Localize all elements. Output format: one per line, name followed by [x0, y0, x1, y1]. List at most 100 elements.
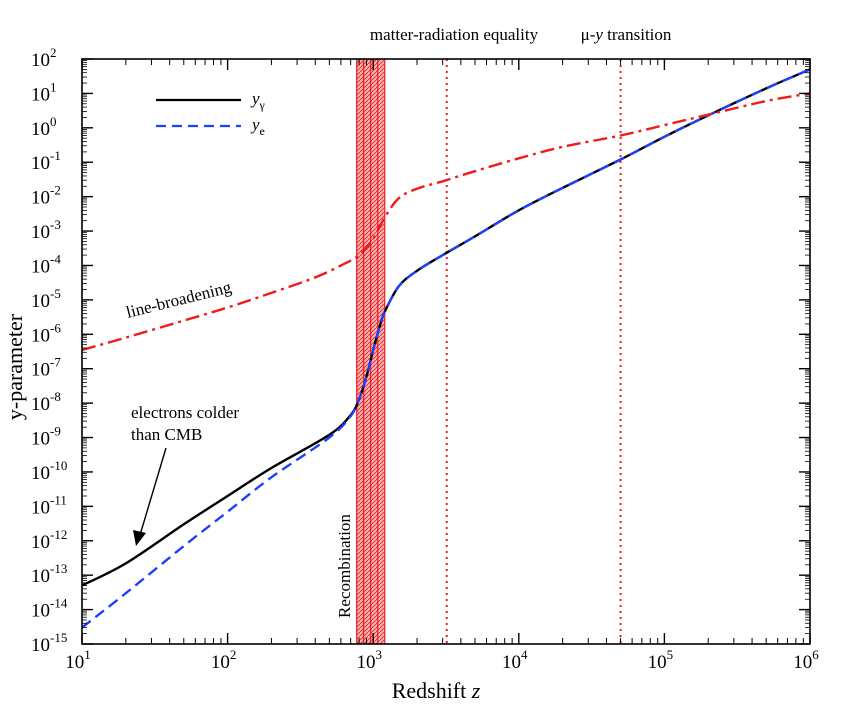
y-tick-base: 10 — [31, 601, 50, 622]
y-tick-exp: -2 — [50, 183, 61, 198]
y-tick-base: 10 — [31, 222, 50, 243]
y-tick-base: 10 — [31, 532, 50, 553]
x-tick-base: 10 — [211, 652, 230, 673]
x-tick-label: 103 — [356, 647, 382, 673]
y-tick-base: 10 — [31, 497, 50, 518]
y-tick-base: 10 — [31, 153, 50, 174]
y-tick-label: 10-9 — [31, 424, 61, 450]
series-line-y_gamma — [81, 68, 811, 587]
x-tick-label: 106 — [793, 647, 819, 673]
plot-frame — [81, 58, 811, 645]
y-tick-label: 10-11 — [31, 492, 67, 518]
y-tick-base: 10 — [31, 291, 50, 312]
y-tick-exp: -15 — [50, 630, 67, 645]
y-tick-label: 100 — [31, 114, 57, 140]
y-tick-exp: -6 — [50, 320, 61, 335]
y-tick-base: 10 — [31, 635, 50, 656]
x-tick-label: 105 — [648, 647, 674, 673]
matter-radiation-equality-label: matter-radiation equality — [370, 25, 539, 44]
y-tick-label: 10-10 — [31, 458, 67, 484]
y-tick-exp: -14 — [50, 596, 68, 611]
y-tick-label: 101 — [31, 79, 57, 105]
y-tick-label: 10-14 — [31, 596, 68, 622]
y-tick-base: 10 — [31, 394, 50, 415]
x-tick-label: 102 — [211, 647, 237, 673]
y-tick-base: 10 — [31, 50, 50, 71]
y-tick-exp: -13 — [50, 561, 67, 576]
vertical-markers-layer — [445, 59, 622, 644]
x-tick-exp: 6 — [812, 647, 819, 662]
series-line-line-broadening — [81, 92, 811, 352]
y-tick-exp: -10 — [50, 458, 67, 473]
y-tick-base: 10 — [31, 325, 50, 346]
ticks-layer: 101 102 103 104 105 10610-1510-1410-1310-1210… — [31, 45, 819, 673]
recombination-band-layer — [356, 59, 386, 644]
y-tick-exp: -5 — [50, 286, 61, 301]
x-tick-label: 101 — [65, 647, 91, 673]
y-tick-label: 10-12 — [31, 527, 67, 553]
y-tick-base: 10 — [31, 256, 50, 277]
y-tick-label: 10-3 — [31, 217, 61, 243]
legend-y-gamma-sub: γ — [259, 98, 266, 112]
y-tick-label: 10-13 — [31, 561, 67, 587]
y-axis-title: y-parameter — [2, 313, 27, 420]
x-tick-exp: 4 — [521, 647, 528, 662]
y-tick-base: 10 — [31, 429, 50, 450]
y-tick-label: 10-2 — [31, 183, 61, 209]
y-tick-exp: 1 — [50, 79, 57, 94]
y-tick-exp: -4 — [50, 251, 61, 266]
x-axis-title-text: Redshift — [392, 678, 467, 703]
legend-y-gamma-var: y — [250, 89, 260, 108]
y-tick-base: 10 — [31, 566, 50, 587]
x-tick-base: 10 — [793, 652, 812, 673]
x-tick-label: 104 — [502, 647, 528, 673]
x-tick-base: 10 — [65, 652, 84, 673]
y-tick-label: 10-1 — [31, 148, 61, 174]
axes-frame-layer — [81, 58, 811, 645]
mu-y-transition-prefix: μ- — [581, 25, 596, 44]
x-tick-exp: 3 — [375, 647, 382, 662]
series-line-y_e — [81, 68, 811, 629]
y-tick-exp: 0 — [50, 114, 57, 129]
legend: yγ ye — [156, 89, 266, 138]
y-tick-exp: 2 — [50, 45, 57, 60]
y-tick-exp: -7 — [50, 355, 61, 370]
line-broadening-label: line-broadening — [124, 277, 234, 322]
y-tick-label: 10-15 — [31, 630, 67, 656]
legend-label-y-gamma: yγ — [250, 89, 266, 112]
y-tick-base: 10 — [31, 188, 50, 209]
mu-y-transition-label: μ-y transition — [581, 25, 672, 44]
y-tick-exp: -9 — [50, 424, 61, 439]
x-tick-base: 10 — [502, 652, 521, 673]
legend-y-e-var: y — [250, 115, 260, 134]
legend-label-y-e: ye — [250, 115, 265, 138]
x-tick-base: 10 — [648, 652, 667, 673]
recombination-label: Recombination — [335, 514, 354, 618]
legend-y-e-sub: e — [260, 124, 265, 138]
electrons-colder-label: electrons colder — [131, 403, 239, 422]
x-axis-title: Redshift z — [392, 678, 481, 703]
y-tick-label: 10-8 — [31, 389, 61, 415]
y-tick-exp: -11 — [50, 492, 67, 507]
electrons-arrow — [133, 447, 167, 546]
series-layer — [81, 68, 811, 629]
y-tick-label: 10-4 — [31, 251, 61, 277]
y-tick-exp: -1 — [50, 148, 61, 163]
y-tick-label: 10-7 — [31, 355, 61, 381]
y-tick-label: 102 — [31, 45, 57, 71]
mu-y-transition-var: y — [593, 25, 603, 44]
y-tick-label: 10-5 — [31, 286, 61, 312]
x-tick-exp: 1 — [84, 647, 91, 662]
than-cmb-label: than CMB — [131, 425, 202, 444]
y-tick-label: 10-6 — [31, 320, 61, 346]
y-tick-base: 10 — [31, 119, 50, 140]
y-tick-exp: -8 — [50, 389, 61, 404]
y-tick-base: 10 — [31, 84, 50, 105]
x-tick-exp: 5 — [667, 647, 674, 662]
y-tick-base: 10 — [31, 463, 50, 484]
x-tick-base: 10 — [356, 652, 375, 673]
x-tick-exp: 2 — [230, 647, 237, 662]
x-axis-variable: z — [471, 678, 481, 703]
